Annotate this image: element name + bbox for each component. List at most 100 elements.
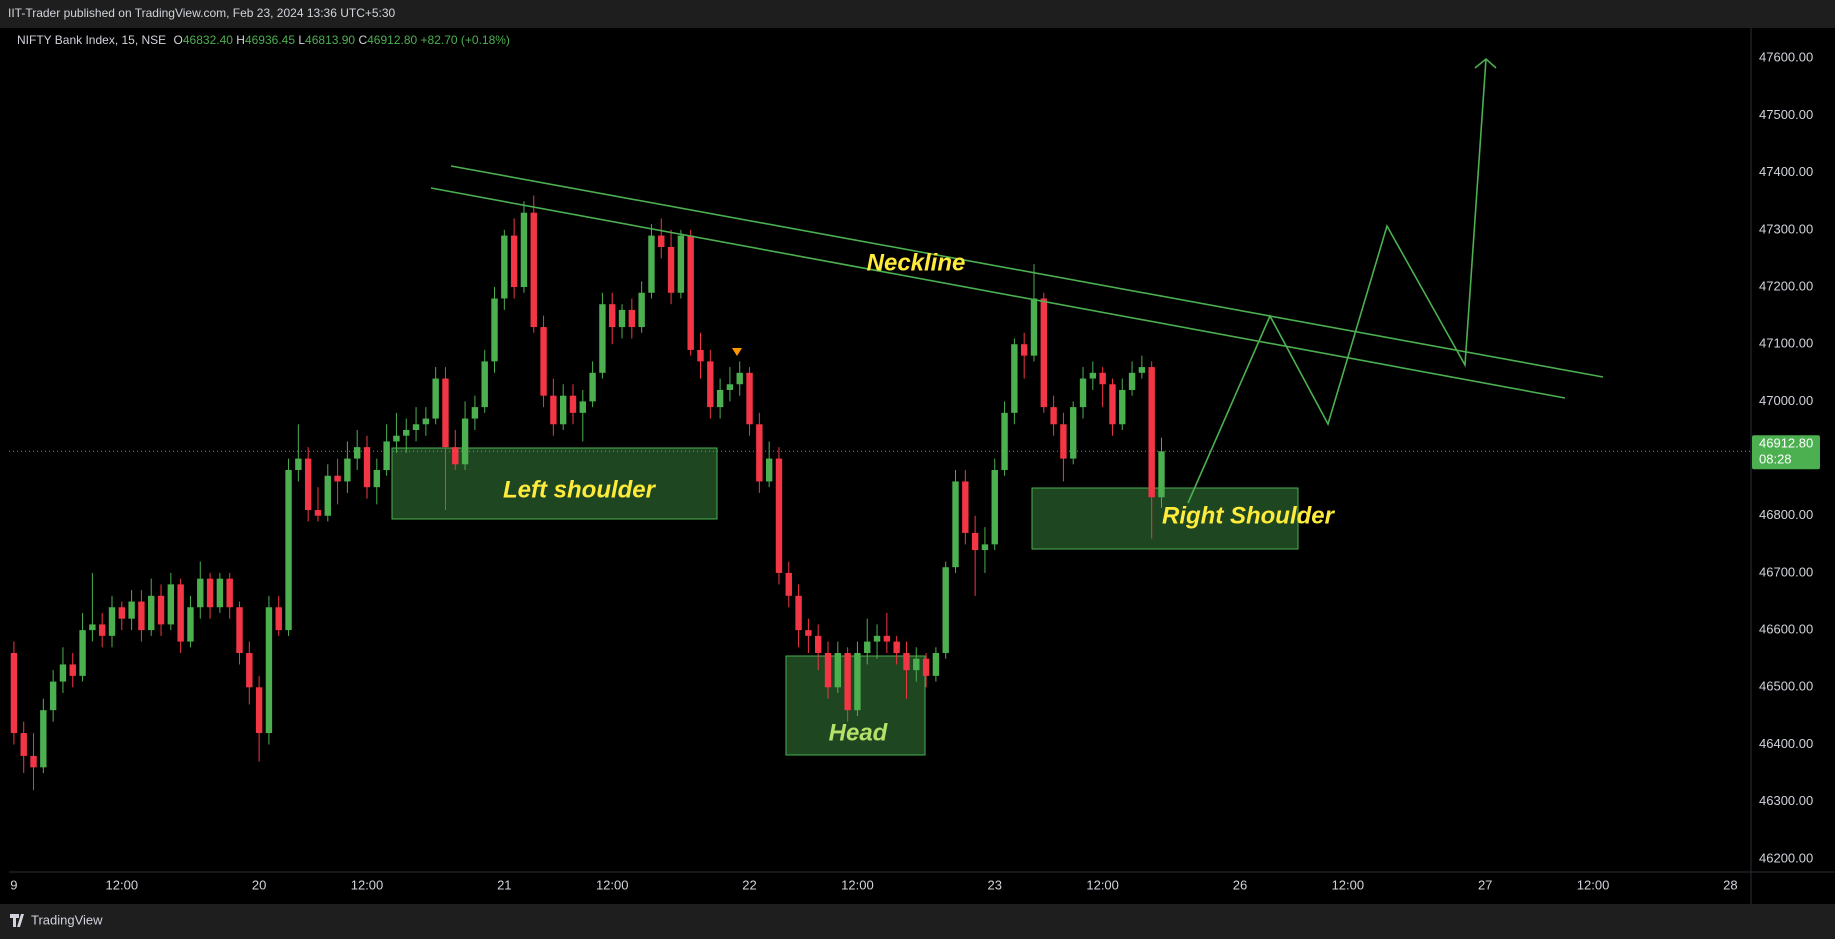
legend-o-label: O bbox=[174, 33, 183, 47]
y-tick-label: 47600.00 bbox=[1759, 50, 1813, 65]
legend-l: 46813.90 bbox=[305, 33, 355, 47]
x-tick-label: 12:00 bbox=[1332, 877, 1365, 892]
candle-body bbox=[236, 607, 243, 653]
header-bar bbox=[0, 0, 1835, 28]
candle-body bbox=[177, 584, 184, 642]
candle-body bbox=[991, 470, 998, 545]
x-tick-label: 12:00 bbox=[351, 877, 384, 892]
countdown: 08:28 bbox=[1759, 452, 1792, 467]
legend-h-label: H bbox=[236, 33, 245, 47]
candle-body bbox=[814, 635, 822, 653]
candle-body bbox=[422, 418, 430, 425]
footer-bar bbox=[0, 904, 1835, 939]
candle-body bbox=[1030, 298, 1038, 356]
x-tick-label: 9 bbox=[10, 877, 17, 892]
candle-body bbox=[304, 458, 312, 511]
y-tick-label: 47100.00 bbox=[1759, 336, 1813, 351]
candle-body bbox=[1020, 344, 1028, 356]
last-price-label: 46912.80 bbox=[1759, 436, 1813, 451]
candle-body bbox=[540, 327, 547, 396]
candles bbox=[10, 195, 1165, 791]
candle-body bbox=[118, 607, 125, 619]
candle-body bbox=[246, 652, 253, 688]
candle-body bbox=[255, 687, 263, 734]
candle-body bbox=[226, 578, 233, 608]
candle-body bbox=[550, 395, 557, 425]
candle-body bbox=[206, 578, 214, 608]
candle-body bbox=[216, 578, 224, 608]
brand-logo bbox=[10, 914, 24, 927]
candle-body bbox=[765, 458, 773, 482]
left-shoulder-label: Left shoulder bbox=[503, 476, 657, 503]
x-tick-label: 20 bbox=[252, 877, 266, 892]
right-shoulder-label: Right Shoulder bbox=[1162, 502, 1336, 529]
candle-body bbox=[864, 641, 871, 653]
candle-body bbox=[1050, 407, 1057, 425]
candle-body bbox=[638, 292, 645, 328]
neckline-label: Neckline bbox=[867, 249, 966, 276]
candle-body bbox=[795, 595, 802, 631]
candle-body bbox=[687, 235, 694, 350]
candle-body bbox=[883, 635, 891, 642]
legend-c: 46912.80 bbox=[367, 33, 417, 47]
candle-body bbox=[383, 441, 390, 471]
x-tick-label: 21 bbox=[497, 877, 511, 892]
candle-body bbox=[805, 630, 812, 636]
candle-body bbox=[579, 401, 586, 413]
candle-body bbox=[618, 309, 626, 328]
candle-body bbox=[69, 664, 76, 676]
candle-body bbox=[834, 652, 842, 688]
legend-symbol: NIFTY Bank Index, 15, NSE bbox=[17, 33, 166, 47]
y-tick-label: 47400.00 bbox=[1759, 164, 1813, 179]
x-tick-label: 23 bbox=[988, 877, 1002, 892]
candle-body bbox=[775, 458, 783, 573]
candle-body bbox=[824, 652, 832, 688]
candle-body bbox=[628, 309, 636, 328]
candle-body bbox=[648, 235, 655, 293]
candle-body bbox=[1089, 372, 1097, 379]
y-tick-label: 46400.00 bbox=[1759, 736, 1813, 751]
candle-body bbox=[1070, 407, 1077, 459]
candle-body bbox=[1060, 424, 1067, 459]
candle-body bbox=[844, 652, 851, 711]
y-tick-label: 46300.00 bbox=[1759, 793, 1813, 808]
candle-body bbox=[530, 212, 537, 328]
candle-body bbox=[30, 755, 37, 768]
drawings bbox=[430, 57, 1604, 504]
candle-body bbox=[40, 710, 47, 768]
candle-body bbox=[275, 607, 282, 631]
marker bbox=[732, 348, 742, 356]
candle-body bbox=[344, 458, 351, 482]
candle-body bbox=[854, 652, 861, 711]
candle-body bbox=[79, 630, 86, 676]
candle-body bbox=[1109, 384, 1116, 425]
candle-body bbox=[265, 607, 273, 734]
candle-body bbox=[138, 601, 145, 631]
candle-body bbox=[108, 607, 116, 636]
candle-body bbox=[1079, 378, 1087, 408]
candle-body bbox=[187, 607, 194, 642]
y-tick-label: 47200.00 bbox=[1759, 278, 1813, 293]
candle-body bbox=[501, 235, 508, 299]
candle-body bbox=[952, 481, 959, 568]
projection-path bbox=[1187, 58, 1487, 504]
y-tick-label: 47300.00 bbox=[1759, 221, 1813, 236]
candle-body bbox=[167, 584, 175, 625]
candle-body bbox=[785, 572, 792, 596]
candle-body bbox=[746, 372, 753, 425]
candle-body bbox=[461, 418, 469, 465]
candle-body bbox=[589, 372, 596, 402]
candle-body bbox=[20, 733, 27, 756]
candle-body bbox=[373, 470, 381, 488]
candle-body bbox=[971, 532, 979, 551]
candle-body bbox=[128, 601, 135, 619]
candle-body bbox=[89, 624, 96, 631]
candle-body bbox=[471, 407, 479, 419]
y-tick-label: 47500.00 bbox=[1759, 107, 1813, 122]
candle-body bbox=[1158, 451, 1165, 498]
candle-body bbox=[363, 447, 371, 488]
candle-body bbox=[922, 658, 930, 676]
candle-body bbox=[157, 595, 165, 625]
x-tick-label: 27 bbox=[1478, 877, 1492, 892]
